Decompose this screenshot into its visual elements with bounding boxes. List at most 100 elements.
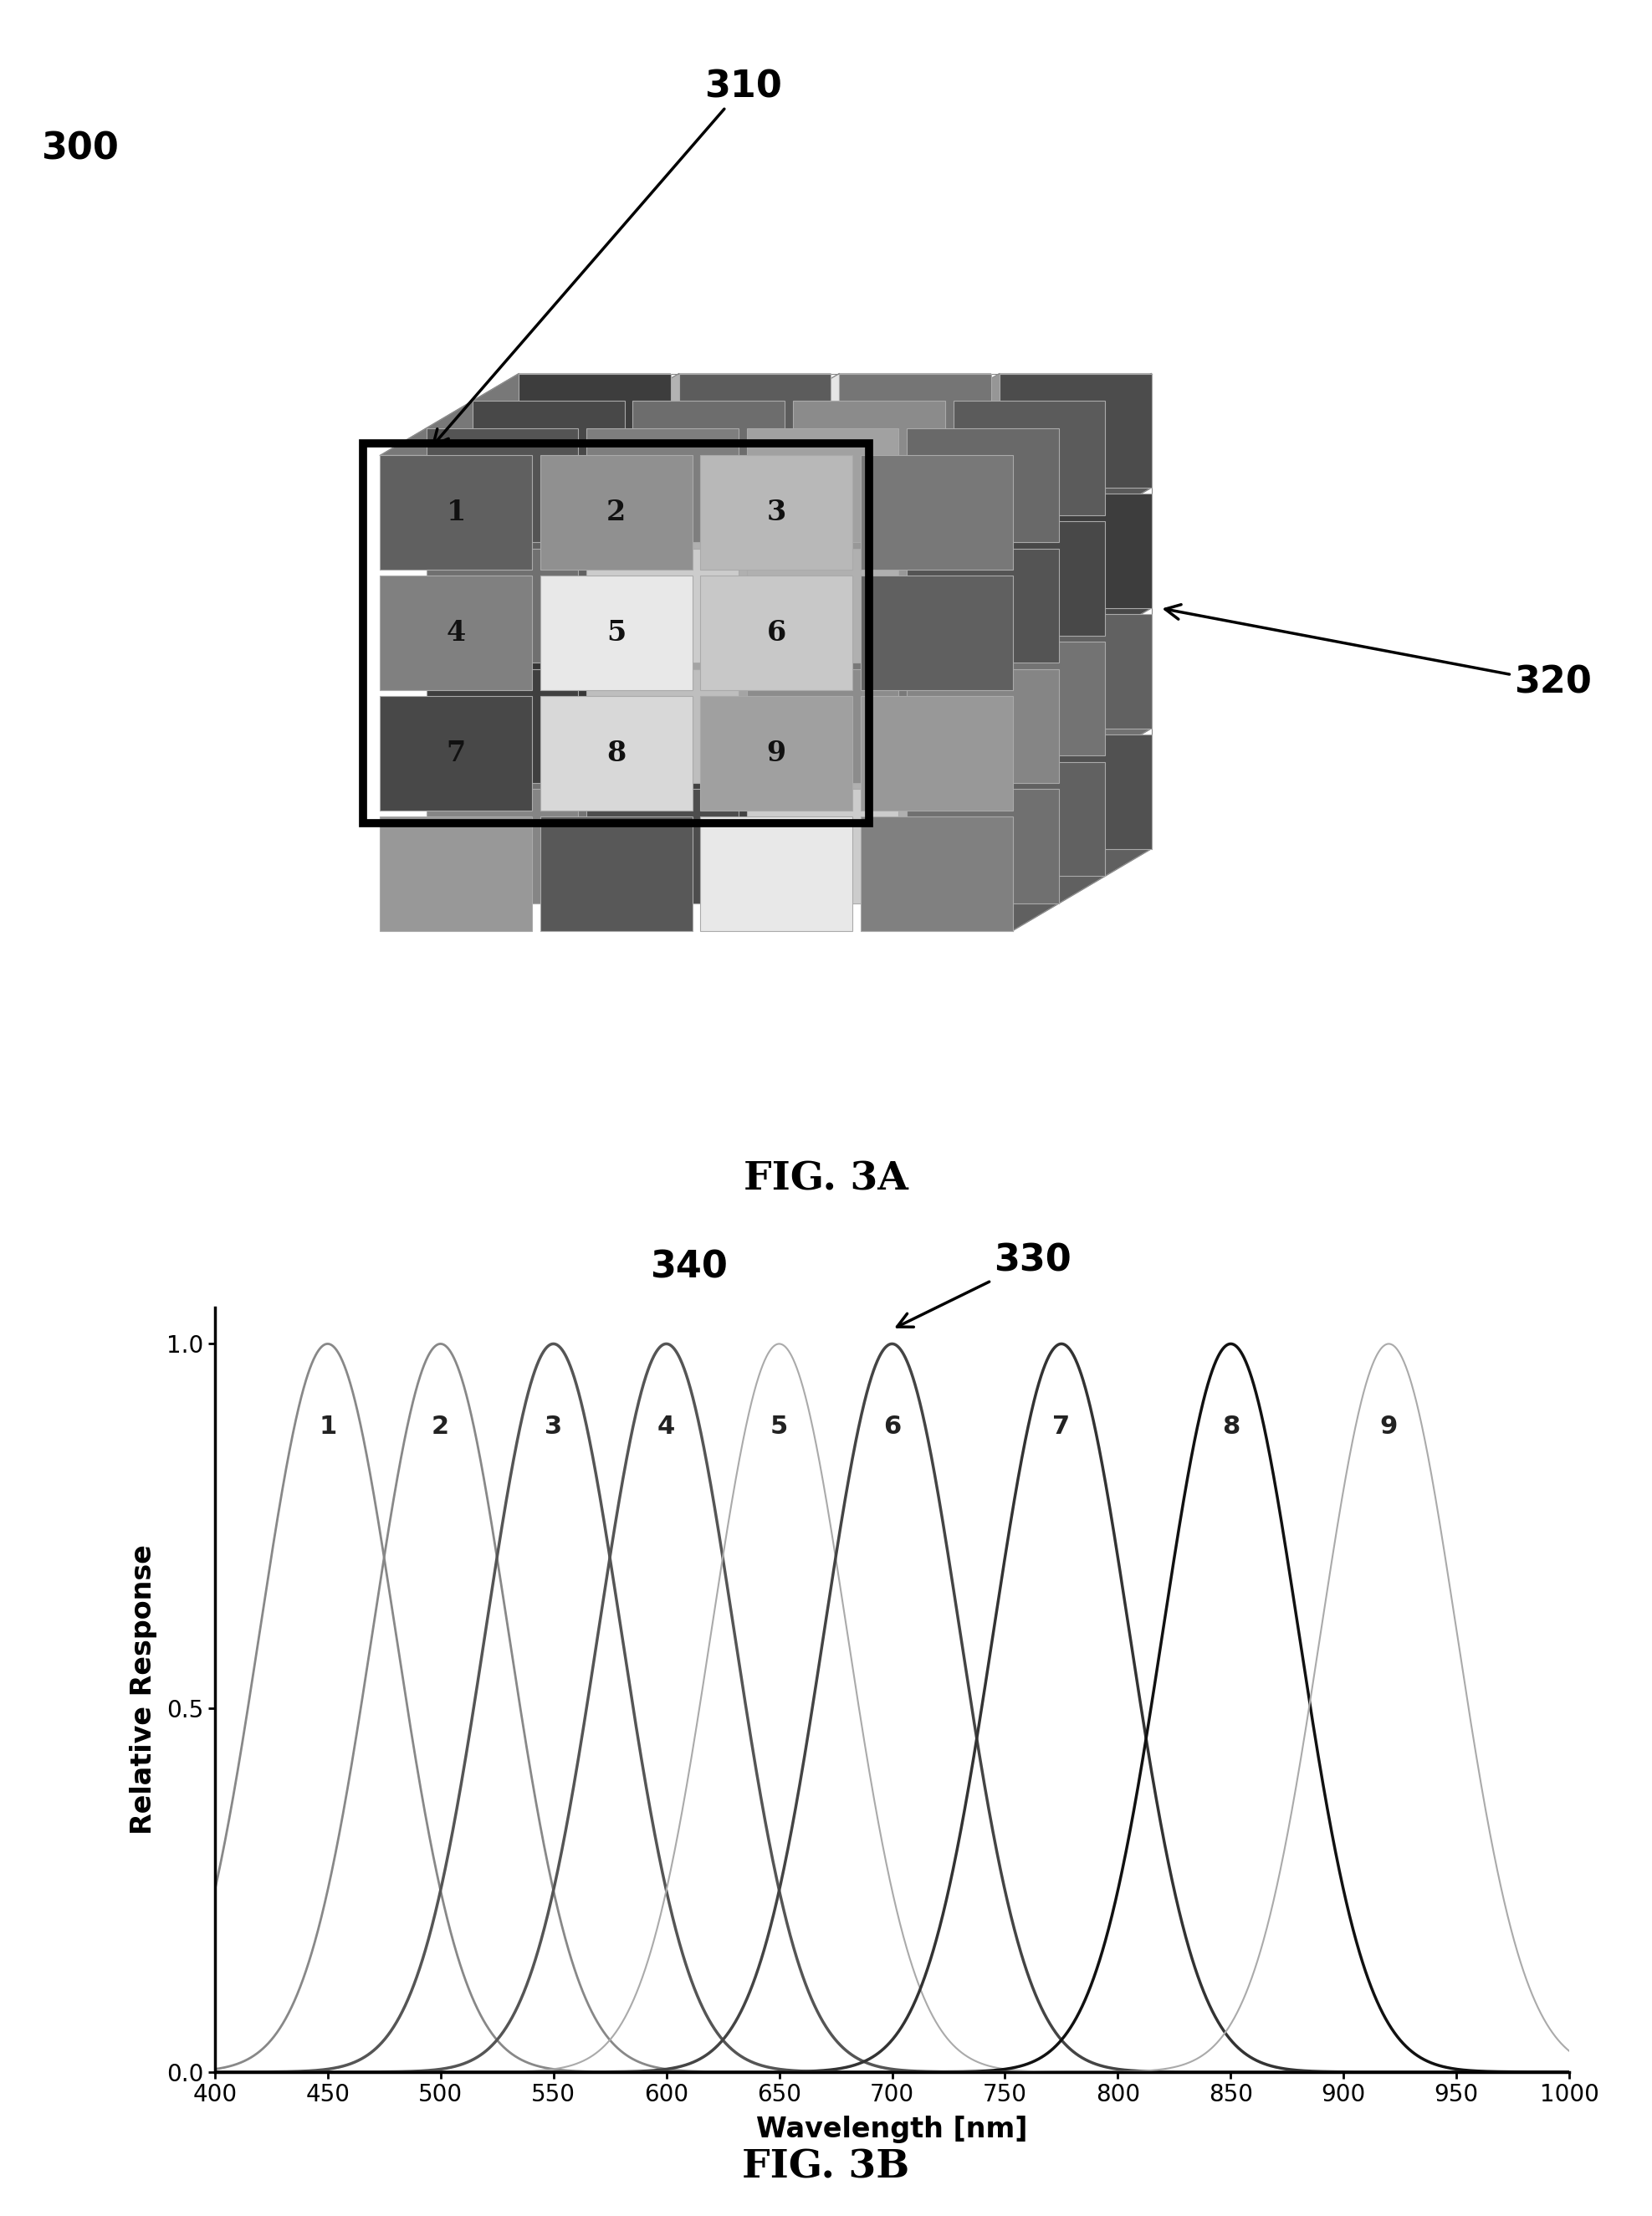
Bar <box>380 815 532 931</box>
Bar <box>679 614 831 729</box>
Bar <box>679 736 831 849</box>
Bar <box>679 375 831 488</box>
Bar <box>426 669 578 782</box>
Bar <box>700 576 852 689</box>
Bar <box>540 576 692 689</box>
Text: 310: 310 <box>433 69 783 445</box>
Bar <box>540 696 692 811</box>
Bar <box>540 456 692 570</box>
Polygon shape <box>1013 494 1151 689</box>
Text: 320: 320 <box>1165 605 1593 700</box>
Bar <box>363 443 869 822</box>
Bar <box>472 762 624 875</box>
Bar <box>472 521 624 636</box>
Bar <box>380 456 532 570</box>
Bar <box>907 789 1059 904</box>
Bar <box>747 428 899 543</box>
Bar <box>907 428 1059 543</box>
Bar <box>700 456 852 570</box>
Text: FIG. 3A: FIG. 3A <box>743 1159 909 1199</box>
Text: 9: 9 <box>1379 1414 1398 1438</box>
Bar <box>586 669 738 782</box>
Bar <box>633 643 785 756</box>
Bar <box>999 736 1151 849</box>
Bar <box>793 401 945 514</box>
Text: 5: 5 <box>770 1414 788 1438</box>
Bar <box>861 456 1013 570</box>
Polygon shape <box>1013 736 1151 931</box>
Bar <box>519 494 671 607</box>
Bar <box>633 762 785 875</box>
Text: 7: 7 <box>446 740 466 767</box>
Bar <box>519 736 671 849</box>
Polygon shape <box>700 375 991 456</box>
Bar <box>953 521 1105 636</box>
Text: 9: 9 <box>767 740 786 767</box>
Bar <box>747 669 899 782</box>
Polygon shape <box>1013 375 1151 570</box>
Bar <box>472 643 624 756</box>
Text: 3: 3 <box>767 499 786 527</box>
Text: 2: 2 <box>431 1414 449 1438</box>
Bar <box>793 643 945 756</box>
Bar <box>861 815 1013 931</box>
Bar <box>747 550 899 663</box>
Text: 3: 3 <box>545 1414 562 1438</box>
Bar <box>426 550 578 663</box>
Bar <box>633 401 785 514</box>
Bar <box>747 789 899 904</box>
Bar <box>540 815 692 931</box>
Text: 4: 4 <box>446 618 466 647</box>
Bar <box>999 614 1151 729</box>
Bar <box>839 375 991 488</box>
Polygon shape <box>1013 614 1151 811</box>
Bar <box>380 696 532 811</box>
Text: 6: 6 <box>767 618 786 647</box>
Bar <box>633 521 785 636</box>
Bar <box>907 550 1059 663</box>
Bar <box>839 614 991 729</box>
Bar <box>519 375 671 488</box>
Bar <box>953 643 1105 756</box>
Bar <box>586 428 738 543</box>
Text: 300: 300 <box>41 131 119 166</box>
Bar <box>679 494 831 607</box>
X-axis label: Wavelength [nm]: Wavelength [nm] <box>757 2116 1028 2143</box>
Bar <box>586 789 738 904</box>
Bar <box>426 428 578 543</box>
Text: FIG. 3B: FIG. 3B <box>742 2147 910 2187</box>
Text: 1: 1 <box>446 499 466 527</box>
Text: 8: 8 <box>1222 1414 1239 1438</box>
Bar <box>793 762 945 875</box>
Text: 4: 4 <box>657 1414 676 1438</box>
Bar <box>700 815 852 931</box>
Polygon shape <box>380 375 671 456</box>
Polygon shape <box>861 375 1151 456</box>
Text: 340: 340 <box>649 1250 729 1285</box>
Text: 1: 1 <box>319 1414 337 1438</box>
Bar <box>380 576 532 689</box>
Bar <box>861 696 1013 811</box>
Y-axis label: Relative Response: Relative Response <box>131 1545 157 1835</box>
Polygon shape <box>540 375 831 456</box>
Bar <box>519 614 671 729</box>
Bar <box>953 401 1105 514</box>
Text: 7: 7 <box>1052 1414 1070 1438</box>
Bar <box>953 762 1105 875</box>
Text: 8: 8 <box>606 740 626 767</box>
Bar <box>907 669 1059 782</box>
Bar <box>999 375 1151 488</box>
Bar <box>700 696 852 811</box>
Bar <box>999 494 1151 607</box>
Text: 6: 6 <box>884 1414 900 1438</box>
Bar <box>426 789 578 904</box>
Bar <box>861 576 1013 689</box>
Bar <box>793 521 945 636</box>
Text: 5: 5 <box>606 618 626 647</box>
Bar <box>586 550 738 663</box>
Text: 2: 2 <box>606 499 626 527</box>
Bar <box>472 401 624 514</box>
Bar <box>839 494 991 607</box>
Text: 330: 330 <box>897 1243 1070 1327</box>
Bar <box>839 736 991 849</box>
